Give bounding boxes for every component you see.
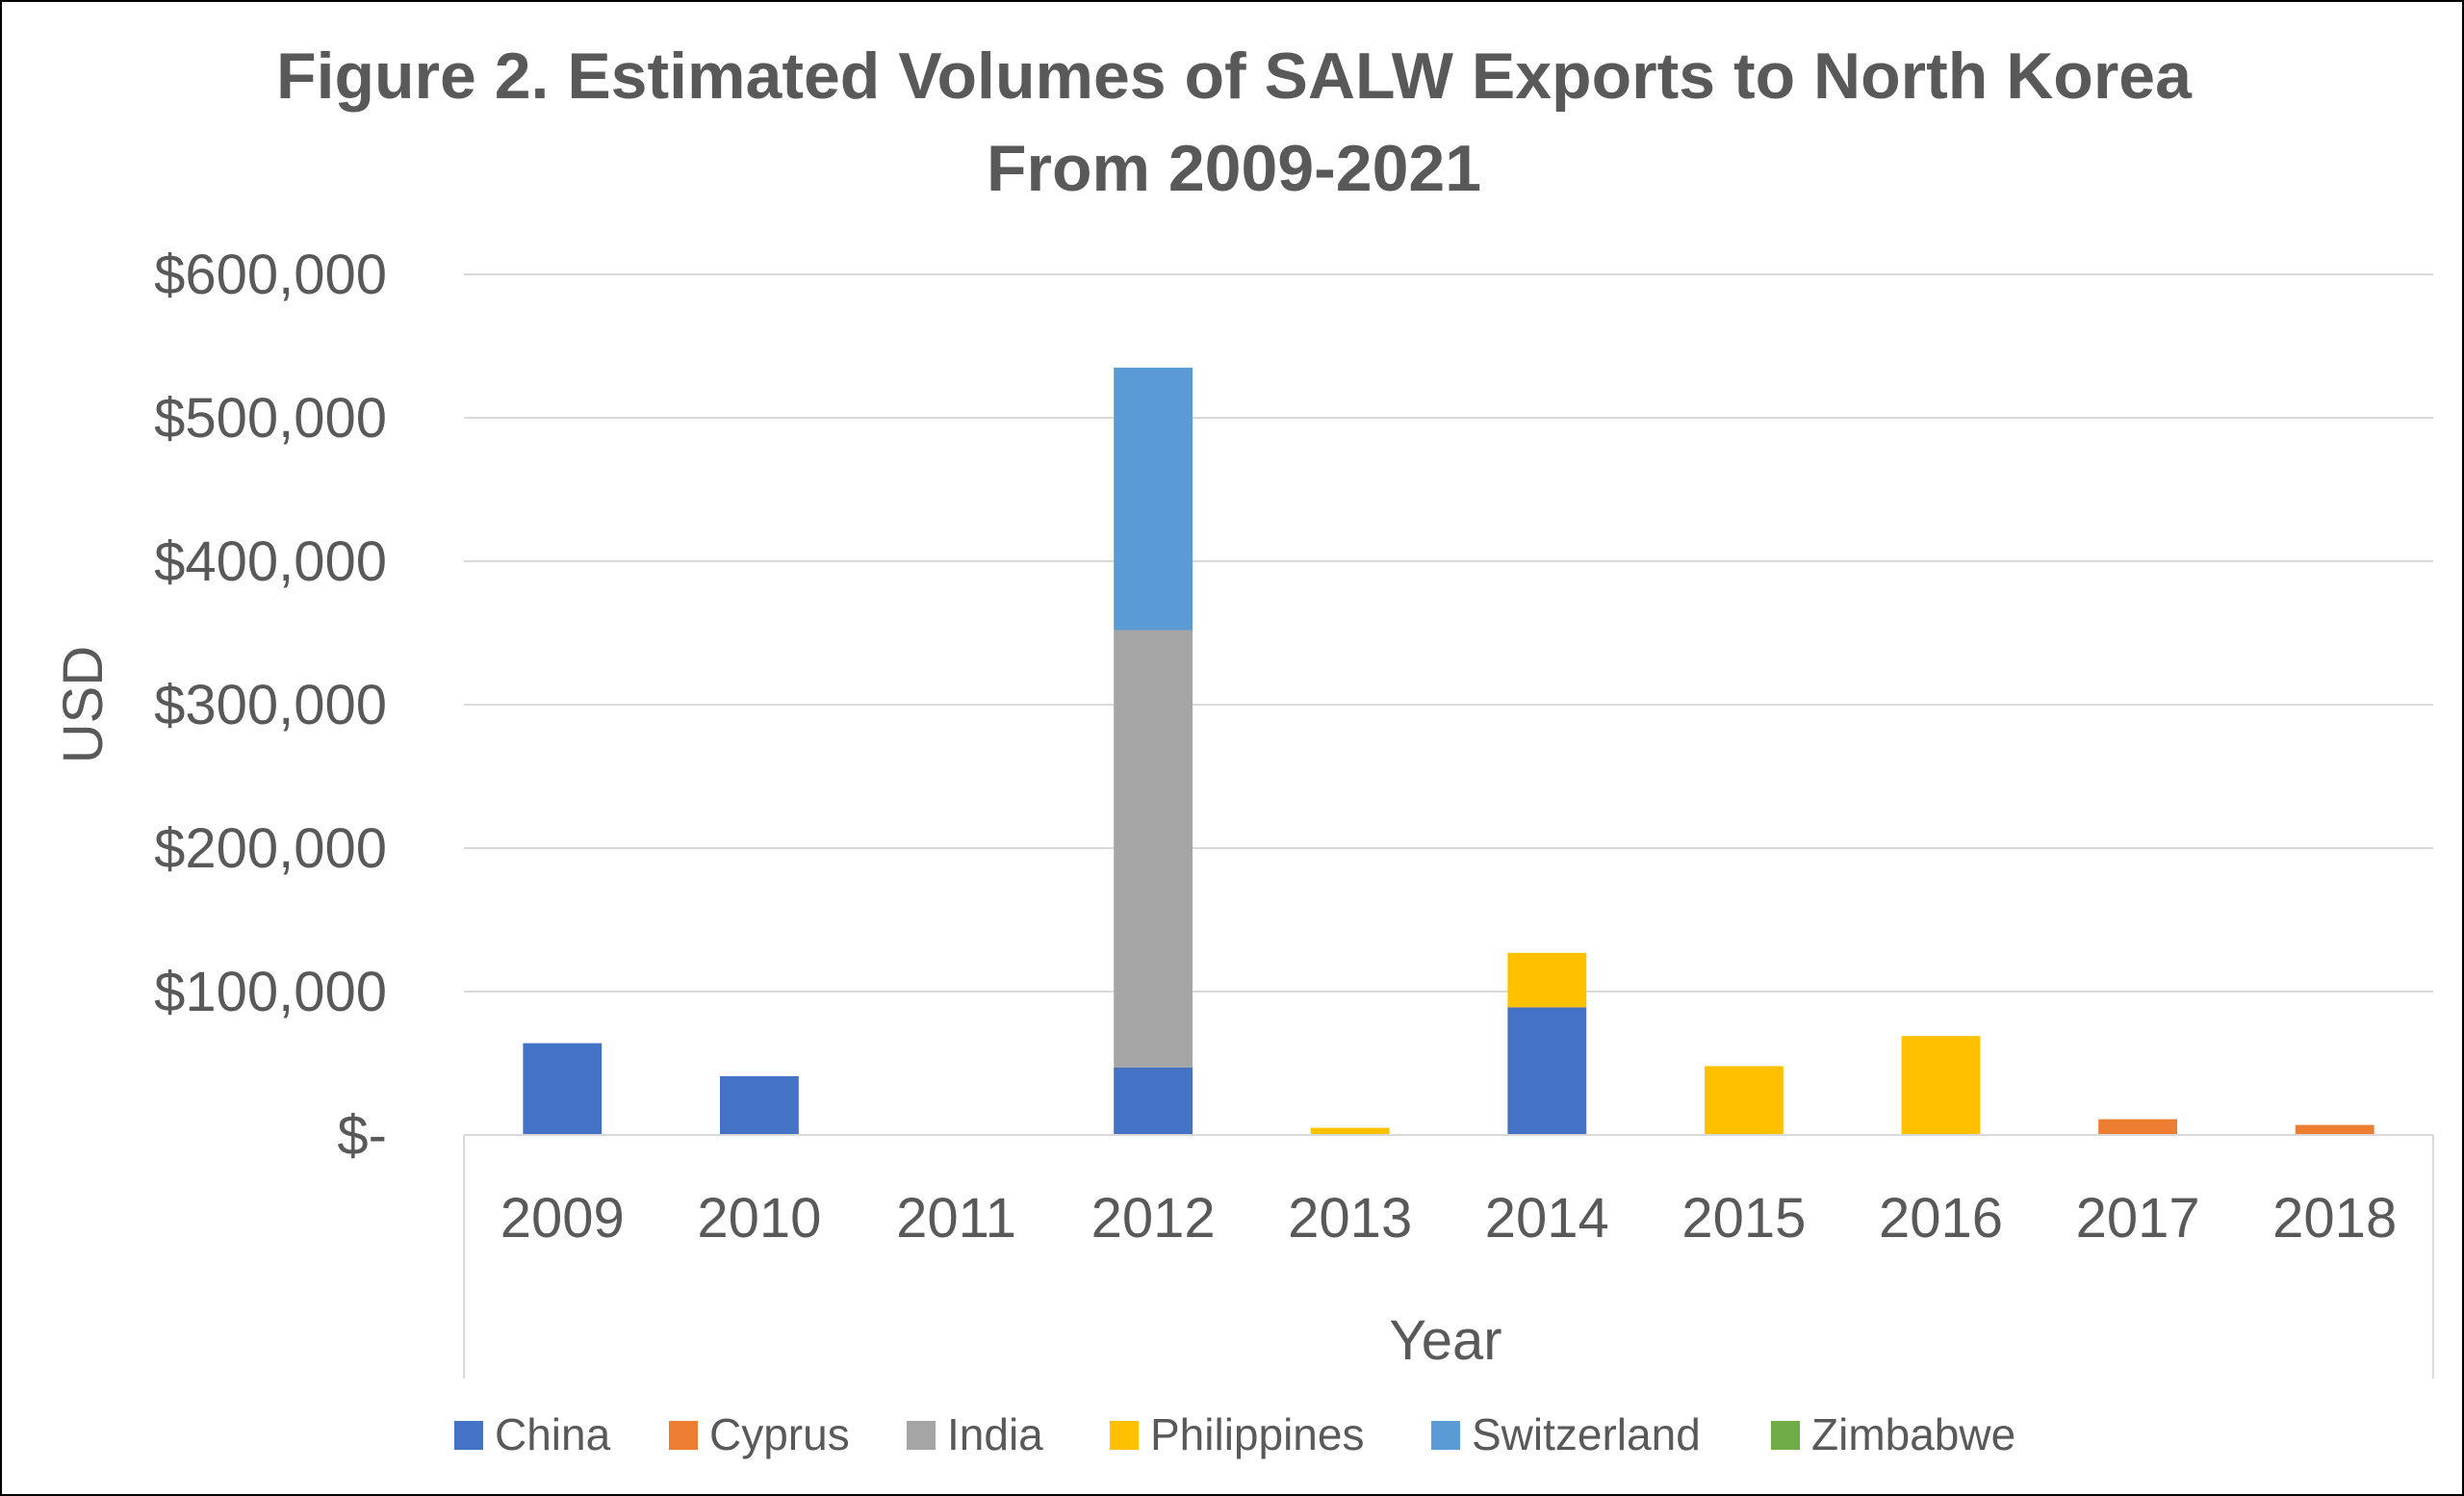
legend-label: China — [495, 1409, 611, 1459]
legend-label: Zimbabwe — [1811, 1409, 2015, 1459]
bar-india-2012 — [1114, 630, 1194, 1068]
legend-swatch — [1110, 1421, 1139, 1450]
legend-label: Philippines — [1150, 1409, 1364, 1459]
y-tick-label: $300,000 — [154, 674, 387, 736]
legend-item-cyprus: Cyprus — [669, 1409, 850, 1459]
bars — [523, 367, 2374, 1135]
bar-philippines-2013 — [1310, 1127, 1390, 1135]
bar-philippines-2015 — [1704, 1066, 1784, 1135]
x-axis: 2009 2010 2011 2012 2013 2014 2015 2016 2017 2018 — [463, 1134, 2434, 1379]
y-tick-label: $100,000 — [154, 961, 387, 1023]
x-tick-label: 2016 — [1879, 1187, 2003, 1250]
legend-swatch — [1431, 1421, 1460, 1450]
legend-item-switzerland: Switzerland — [1431, 1409, 1701, 1459]
y-axis-tick-labels: $- $100,000 $200,000 $300,000 $400,000 $500,0… — [154, 244, 387, 1167]
y-tick-label: $200,000 — [154, 817, 387, 880]
x-tick-label: 2014 — [1485, 1187, 1609, 1250]
bar-philippines-2014 — [1507, 952, 1587, 1008]
x-tick-label: 2010 — [697, 1187, 821, 1250]
y-tick-label: $- — [337, 1104, 387, 1167]
legend-label: India — [947, 1409, 1043, 1459]
legend-swatch — [669, 1421, 698, 1450]
bar-cyprus-2017 — [2098, 1119, 2178, 1135]
legend-swatch — [454, 1421, 483, 1450]
bar-switzerland-2012 — [1114, 367, 1194, 631]
gridlines — [464, 273, 2433, 993]
legend-item-india: India — [907, 1409, 1043, 1459]
y-tick-label: $400,000 — [154, 530, 387, 593]
x-tick-label: 2015 — [1681, 1187, 1806, 1250]
legend-swatch — [907, 1421, 936, 1450]
x-tick-label: 2009 — [500, 1187, 625, 1250]
y-tick-label: $500,000 — [154, 387, 387, 450]
bar-china-2010 — [719, 1075, 799, 1135]
legend-swatch — [1771, 1421, 1800, 1450]
chart-title-line-2: From 2009-2021 — [987, 132, 1481, 205]
bar-china-2009 — [523, 1043, 603, 1135]
y-tick-label: $600,000 — [154, 244, 387, 306]
x-tick-label: 2012 — [1091, 1187, 1216, 1250]
legend-item-zimbabwe: Zimbabwe — [1771, 1409, 2015, 1459]
x-tick-label: 2013 — [1288, 1187, 1412, 1250]
y-axis-title: USD — [52, 646, 115, 763]
bar-cyprus-2018 — [2295, 1124, 2374, 1135]
bar-china-2012 — [1114, 1067, 1194, 1135]
legend-item-china: China — [454, 1409, 611, 1459]
legend-label: Cyprus — [709, 1409, 850, 1459]
legend: China Cyprus India Philippines Switzerland Zi… — [454, 1409, 2015, 1459]
bar-philippines-2016 — [1901, 1036, 1981, 1135]
legend-label: Switzerland — [1472, 1409, 1701, 1459]
x-tick-label: 2011 — [896, 1187, 1016, 1250]
bar-china-2014 — [1507, 1007, 1587, 1135]
x-tick-label: 2018 — [2272, 1187, 2397, 1250]
chart-title: Figure 2. Estimated Volumes of SALW Expo… — [276, 39, 2193, 205]
x-tick-label: 2017 — [2076, 1187, 2200, 1250]
chart-title-line-1: Figure 2. Estimated Volumes of SALW Expo… — [276, 39, 2193, 113]
legend-item-philippines: Philippines — [1110, 1409, 1364, 1459]
x-axis-title: Year — [1389, 1309, 1502, 1372]
